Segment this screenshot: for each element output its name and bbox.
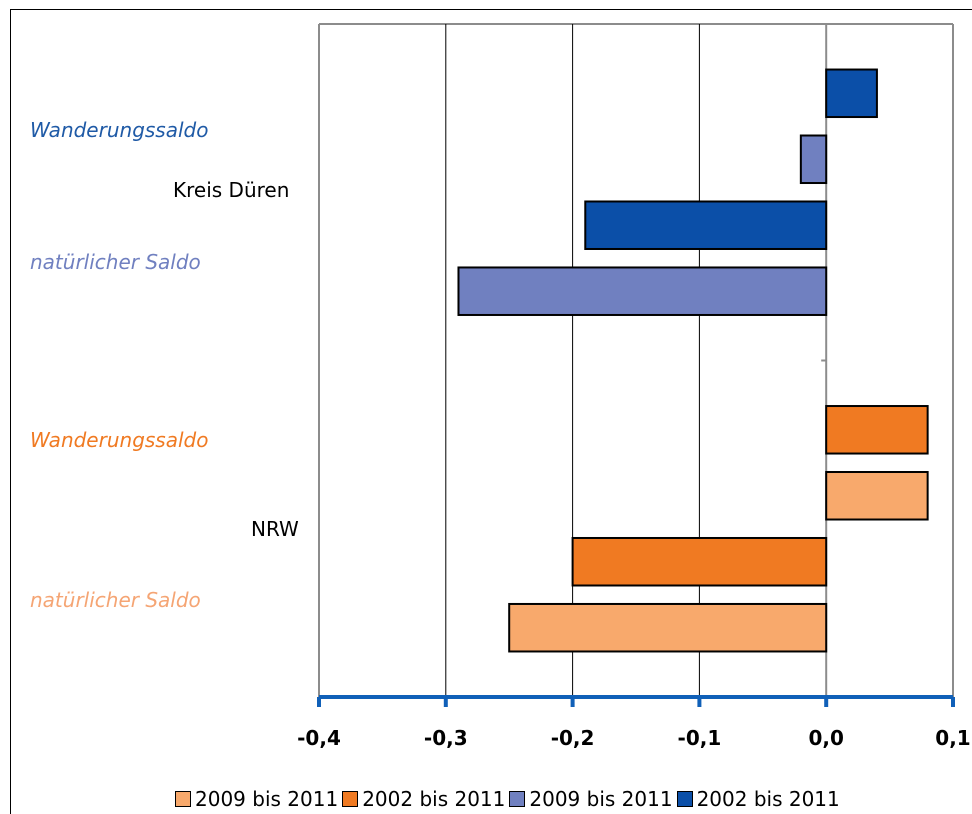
legend-item: 2009 bis 2011: [175, 787, 338, 811]
x-tick-label: -0,2: [551, 726, 595, 750]
legend-label: 2002 bis 2011: [696, 787, 840, 811]
legend-item: 2009 bis 2011: [509, 787, 673, 811]
bar: [799, 134, 828, 185]
legend-label: 2009 bis 2011: [195, 787, 339, 811]
x-tick-label: 0,1: [935, 726, 970, 750]
x-tick-label: 0,0: [808, 726, 843, 750]
bar-chart: -0,4 -0,3 -0,2 -0,1 0,0 0,1: [297, 23, 971, 750]
bar: [825, 68, 878, 119]
category-label-kreis-duren: Kreis Düren: [173, 178, 290, 202]
series-label-nrw-wanderung: Wanderungssaldo: [30, 428, 209, 452]
legend-swatch: [509, 791, 526, 807]
legend-item: 2002 bis 2011: [676, 787, 840, 811]
legend-swatch: [676, 791, 693, 807]
x-tick-label: -0,1: [678, 726, 722, 750]
x-tick-label: -0,3: [424, 726, 468, 750]
bar: [825, 405, 929, 455]
legend-swatch: [175, 791, 191, 807]
legend-label: 2009 bis 2011: [529, 787, 673, 811]
bar: [584, 200, 828, 250]
x-tick-label: -0,4: [297, 726, 341, 750]
series-label-nrw-natuerlich: natürlicher Saldo: [30, 588, 201, 612]
series-label-duren-natuerlich: natürlicher Saldo: [30, 250, 201, 274]
bar: [508, 602, 828, 653]
series-label-duren-wanderung: Wanderungssaldo: [30, 118, 209, 142]
legend-label: 2002 bis 2011: [362, 787, 506, 811]
bar: [825, 471, 929, 521]
legend-item: 2002 bis 2011: [342, 787, 505, 811]
category-label-nrw: NRW: [251, 517, 299, 541]
bar: [571, 536, 828, 587]
legend: 2009 bis 2011 2002 bis 2011 2009 bis 201…: [175, 786, 844, 812]
legend-swatch: [342, 791, 359, 807]
bar: [457, 266, 828, 316]
chart-frame: [10, 9, 972, 814]
